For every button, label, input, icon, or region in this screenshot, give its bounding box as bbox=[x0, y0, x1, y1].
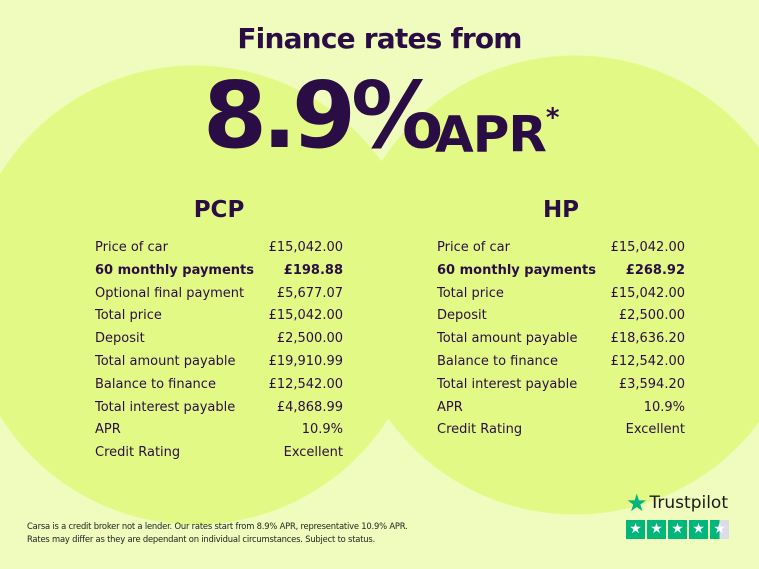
row-label: Total amount payable bbox=[95, 353, 236, 369]
rating-star-icon: ★ bbox=[710, 520, 729, 539]
trustpilot-name: Trustpilot bbox=[649, 493, 728, 513]
table-row: APR 10.9% bbox=[437, 397, 685, 420]
rating-star-icon: ★ bbox=[689, 520, 708, 539]
row-label: 60 monthly payments bbox=[95, 262, 254, 278]
table-row: Total amount payable £18,636.20 bbox=[437, 328, 685, 351]
row-value: 10.9% bbox=[301, 422, 343, 438]
row-label: APR bbox=[95, 422, 121, 438]
row-value: £15,042.00 bbox=[268, 240, 343, 255]
table-row: Deposit £2,500.00 bbox=[437, 305, 685, 328]
rating-star-icon: ★ bbox=[668, 520, 687, 539]
row-value: £15,042.00 bbox=[268, 308, 343, 324]
pcp-heading: PCP bbox=[193, 197, 245, 223]
row-value: £5,677.07 bbox=[276, 285, 343, 301]
row-label: Total price bbox=[437, 285, 504, 301]
table-row: Optional final payment £5,677.07 bbox=[95, 283, 343, 306]
row-value: £2,500.00 bbox=[618, 308, 685, 324]
table-row: Credit Rating Excellent bbox=[95, 442, 343, 465]
trustpilot-stars: ★ ★ ★ ★ ★ bbox=[626, 520, 729, 539]
row-label: Balance to finance bbox=[437, 353, 558, 369]
table-row: APR 10.9% bbox=[95, 419, 343, 442]
row-label: Total amount payable bbox=[437, 331, 578, 347]
row-value: Excellent bbox=[283, 445, 343, 461]
row-label: Deposit bbox=[95, 331, 145, 347]
hp-table: HP Price of car £15,042.00 60 monthly paym… bbox=[437, 197, 685, 442]
disclaimer-line-2: Rates may differ as they are dependant o… bbox=[27, 534, 376, 544]
table-row: Balance to finance £12,542.00 bbox=[95, 374, 343, 397]
row-value: £12,542.00 bbox=[610, 353, 685, 369]
row-value: £4,868.99 bbox=[276, 399, 343, 415]
row-value: 10.9% bbox=[643, 399, 685, 415]
asterisk: * bbox=[545, 103, 560, 133]
rating-star-icon: ★ bbox=[647, 520, 666, 539]
table-row: Total price £15,042.00 bbox=[95, 305, 343, 328]
row-label: Deposit bbox=[437, 308, 487, 324]
row-value: £15,042.00 bbox=[610, 285, 685, 301]
pcp-table: PCP Price of car £15,042.00 60 monthly pay… bbox=[95, 197, 343, 465]
row-label: Optional final payment bbox=[95, 285, 245, 301]
headline-apr: APR* bbox=[435, 96, 560, 165]
pcp-rows: Price of car £15,042.00 60 monthly payment… bbox=[95, 237, 343, 465]
table-row: Total interest payable £4,868.99 bbox=[95, 397, 343, 420]
row-label: 60 monthly payments bbox=[437, 262, 596, 278]
row-value: £3,594.20 bbox=[618, 376, 685, 392]
disclaimer-line-1: Carsa is a credit broker not a lender. O… bbox=[27, 521, 408, 531]
row-label: Total interest payable bbox=[95, 399, 236, 415]
table-row: Credit Rating Excellent bbox=[437, 419, 685, 442]
row-label: Total interest payable bbox=[437, 376, 578, 392]
row-value: £19,910.99 bbox=[268, 353, 343, 369]
table-row: Total amount payable £19,910.99 bbox=[95, 351, 343, 374]
headline-rate: 8.9% bbox=[203, 62, 443, 169]
table-row: Total interest payable £3,594.20 bbox=[437, 374, 685, 397]
rating-star-icon: ★ bbox=[626, 520, 645, 539]
row-label: Balance to finance bbox=[95, 376, 216, 392]
table-row: Price of car £15,042.00 bbox=[95, 237, 343, 260]
headline: Finance rates from bbox=[237, 22, 522, 55]
row-label: Total price bbox=[95, 308, 162, 324]
table-row: 60 monthly payments £268.92 bbox=[437, 260, 685, 283]
table-row: Total price £15,042.00 bbox=[437, 283, 685, 306]
row-label: Credit Rating bbox=[95, 445, 181, 461]
row-value: £18,636.20 bbox=[610, 331, 685, 347]
row-value: £12,542.00 bbox=[268, 376, 343, 392]
row-value: £198.88 bbox=[283, 262, 343, 278]
row-label: Price of car bbox=[437, 240, 510, 255]
table-row: 60 monthly payments £198.88 bbox=[95, 260, 343, 283]
row-label: APR bbox=[437, 399, 463, 415]
row-value: £268.92 bbox=[625, 262, 685, 278]
table-row: Price of car £15,042.00 bbox=[437, 237, 685, 260]
row-value: £2,500.00 bbox=[276, 331, 343, 347]
hp-heading: HP bbox=[542, 197, 580, 223]
star-icon: ★ bbox=[626, 489, 648, 517]
row-value: Excellent bbox=[625, 422, 685, 438]
row-label: Credit Rating bbox=[437, 422, 523, 438]
trustpilot-badge: ★ Trustpilot ★ ★ ★ ★ ★ bbox=[626, 489, 729, 539]
row-label: Price of car bbox=[95, 240, 168, 255]
row-value: £15,042.00 bbox=[610, 240, 685, 255]
disclaimer: Carsa is a credit broker not a lender. O… bbox=[27, 520, 408, 546]
apr-label: APR bbox=[435, 105, 547, 164]
table-row: Balance to finance £12,542.00 bbox=[437, 351, 685, 374]
table-row: Deposit £2,500.00 bbox=[95, 328, 343, 351]
hp-rows: Price of car £15,042.00 60 monthly payment… bbox=[437, 237, 685, 442]
